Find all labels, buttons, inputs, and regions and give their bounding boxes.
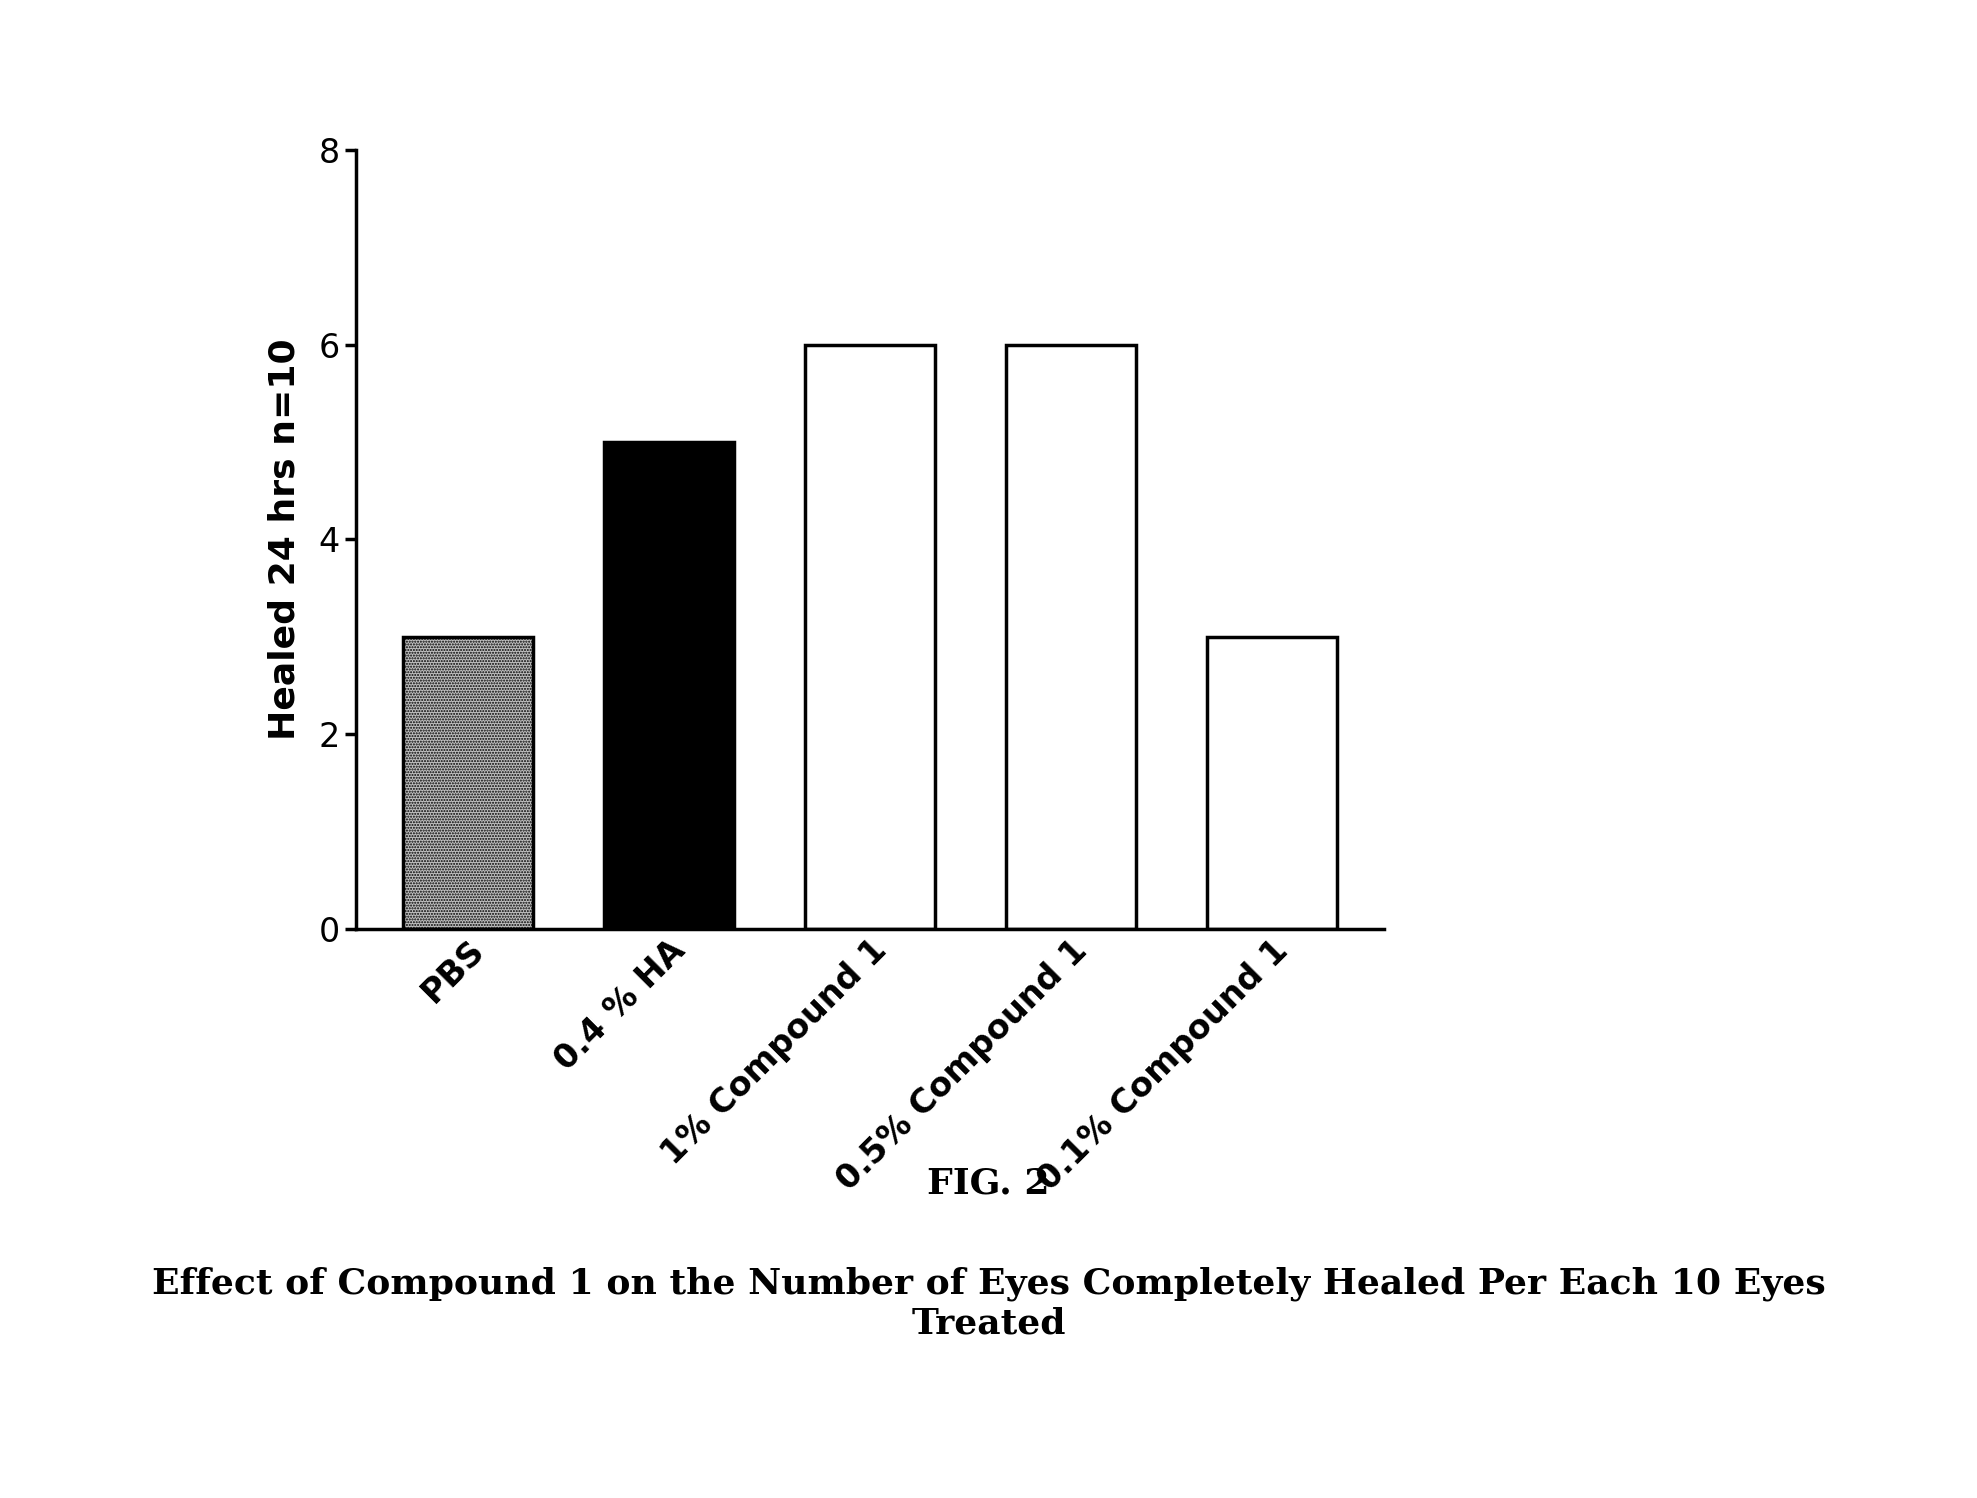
Y-axis label: Healed 24 hrs n=10: Healed 24 hrs n=10 (267, 339, 302, 740)
Bar (1206, 637, 1336, 929)
Text: FIG. 2: FIG. 2 (927, 1167, 1050, 1200)
Bar (1006, 345, 1137, 929)
Bar (403, 637, 534, 929)
Bar (805, 345, 935, 929)
Text: Effect of Compound 1 on the Number of Eyes Completely Healed Per Each 10 Eyes
Tr: Effect of Compound 1 on the Number of Ey… (152, 1266, 1825, 1341)
Bar (603, 442, 733, 929)
